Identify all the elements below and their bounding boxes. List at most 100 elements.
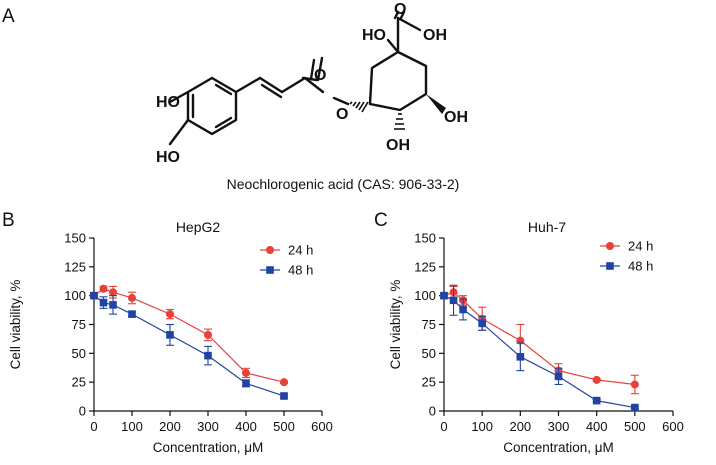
acid-oh-bond: [396, 16, 422, 32]
tertiary-hydroxyl-bond: [386, 38, 400, 54]
x-tick-label: 0: [90, 419, 97, 434]
alkene-bond-inner: [260, 83, 283, 99]
atom-label: HO: [156, 149, 180, 166]
data-point: [99, 298, 108, 307]
x-tick-label: 500: [624, 419, 646, 434]
x-tick-label: 400: [586, 419, 608, 434]
x-tick-label: 200: [159, 419, 181, 434]
x-axis-title: Concentration, μM: [153, 440, 264, 455]
chain-bond: [234, 76, 262, 94]
legend-marker: [606, 262, 614, 270]
data-point: [449, 296, 458, 305]
x-axis-title: Concentration, μM: [503, 440, 614, 455]
y-tick-label: 50: [422, 346, 436, 361]
ring-hydroxyl-bond: [168, 118, 190, 146]
y-tick-label: 25: [422, 375, 436, 390]
legend-marker: [266, 266, 274, 274]
alkene-bond: [258, 76, 284, 94]
legend-marker: [266, 246, 274, 254]
data-point: [90, 291, 98, 300]
data-point: [204, 351, 212, 360]
y-tick-label: 25: [72, 375, 86, 390]
y-tick-label: 125: [64, 259, 86, 274]
data-point: [204, 330, 212, 339]
ring-hydroxyl-bond: [168, 90, 190, 104]
series-line: [443, 295, 635, 409]
y-axis-title: Cell viability, %: [388, 280, 403, 370]
data-point: [440, 291, 448, 300]
legend-marker: [606, 242, 614, 250]
data-point: [459, 305, 467, 314]
y-tick-label: 0: [79, 404, 86, 419]
data-point: [166, 331, 174, 339]
data-point: [280, 392, 288, 400]
data-point: [516, 352, 525, 361]
legend-label: 24 h: [288, 243, 313, 258]
atom-label: HO: [362, 27, 386, 44]
y-tick-label: 125: [414, 259, 436, 274]
y-axis-title: Cell viability, %: [8, 280, 23, 370]
atom-label: OH: [444, 109, 468, 126]
x-tick-label: 100: [121, 419, 143, 434]
atom-label: O: [314, 67, 326, 84]
panel-letter-b: B: [2, 210, 15, 231]
data-point: [242, 379, 250, 388]
chart-title: HepG2: [176, 219, 221, 235]
data-point: [592, 396, 601, 405]
data-point: [592, 375, 601, 384]
series-line: [443, 291, 635, 386]
x-tick-label: 300: [197, 419, 219, 434]
data-point: [630, 380, 639, 389]
x-tick-label: 300: [548, 419, 570, 434]
atom-label: HO: [156, 94, 180, 111]
data-point: [109, 288, 117, 297]
chain-bond: [280, 76, 307, 94]
ester-bond: [303, 76, 325, 94]
chart-huh7: 0 25 50 75 100 125 150 0 100 200 300 400 500 600 Huh-7…: [388, 219, 684, 455]
legend-label: 48 h: [628, 259, 653, 274]
molecule-structure: O HO OH HO O O OH HO OH: [156, 1, 468, 166]
benzene-ring: [186, 76, 238, 136]
y-tick-label: 75: [422, 317, 436, 332]
hashed-wedge: [349, 101, 369, 113]
series-line: [93, 288, 285, 383]
x-tick-label: 100: [471, 419, 493, 434]
y-tick-label: 100: [414, 288, 436, 303]
chart-title: Huh-7: [528, 219, 566, 235]
x-tick-label: 400: [235, 419, 257, 434]
data-point: [109, 301, 117, 309]
x-tick-label: 500: [273, 419, 295, 434]
data-point: [280, 378, 288, 387]
x-tick-label: 600: [311, 419, 333, 434]
y-tick-label: 75: [72, 317, 86, 332]
series-line: [93, 295, 285, 397]
aromatic-bond: [214, 83, 233, 96]
y-tick-label: 50: [72, 346, 86, 361]
carbonyl-bond: [316, 56, 324, 82]
legend-label: 48 h: [288, 263, 313, 278]
y-tick-label: 150: [414, 231, 436, 246]
chart-hepg2: 0 25 50 75 100 125 150 0 100 200 300 400 500 600 HepG2…: [8, 219, 333, 455]
bold-wedge: [426, 94, 446, 114]
molecule-caption: Neochlorogenic acid (CAS: 906-33-2): [227, 176, 460, 192]
acid-carbonyl-bond: [399, 10, 406, 20]
data-point: [128, 293, 136, 302]
data-point: [554, 372, 563, 381]
data-point: [128, 310, 136, 318]
y-tick-label: 0: [429, 404, 436, 419]
x-tick-label: 600: [662, 419, 684, 434]
data-point: [631, 403, 639, 412]
hashed-wedge-down: [394, 113, 405, 130]
acid-carbonyl-bond: [393, 10, 400, 20]
x-tick-label: 200: [509, 419, 531, 434]
atom-label: O: [336, 106, 348, 123]
data-point: [478, 319, 486, 328]
aromatic-bond: [214, 116, 233, 129]
cyclohexane-ring: [368, 50, 428, 112]
x-tick-label: 0: [440, 419, 447, 434]
atom-label: OH: [386, 137, 410, 154]
data-point: [99, 284, 108, 293]
ester-oxygen-bond: [332, 96, 350, 106]
